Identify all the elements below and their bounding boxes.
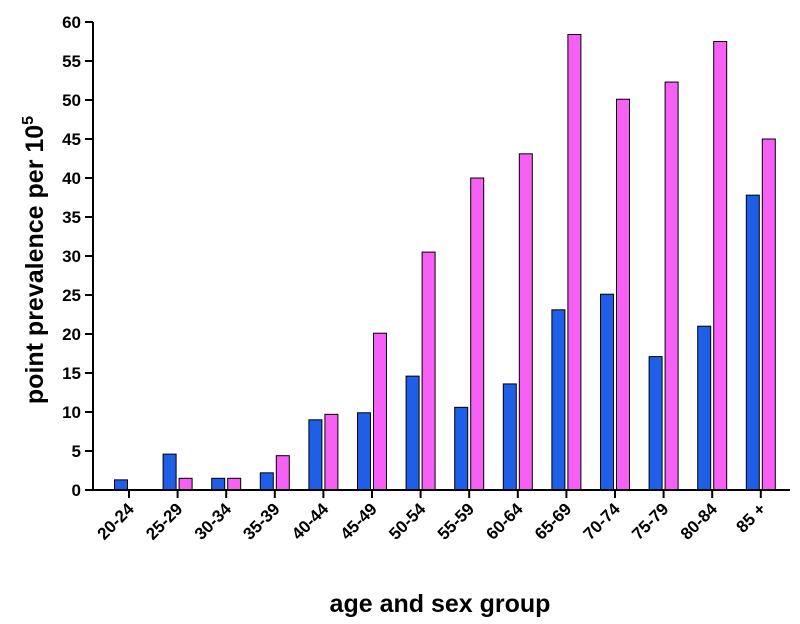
- y-tick-label: 45: [62, 130, 81, 149]
- y-tick-label: 10: [62, 403, 81, 422]
- x-axis-title: age and sex group: [330, 590, 551, 618]
- x-tick-label: 80-84: [677, 499, 722, 544]
- bar-40-44-series-2: [324, 413, 339, 491]
- bar-45-49-series-1: [357, 412, 371, 491]
- y-tick-label: 50: [62, 91, 81, 110]
- x-tick-label: 20-24: [94, 499, 139, 544]
- bar-55-59-series-1: [454, 406, 469, 491]
- bar-85+-series-1: [745, 194, 760, 491]
- y-tick-label: 30: [62, 247, 81, 266]
- bar-70-74-series-1: [600, 293, 614, 491]
- bar-25-29-series-2: [178, 477, 193, 491]
- bar-80-84-series-2: [713, 41, 728, 491]
- x-tick-label: 85 +: [732, 499, 769, 536]
- bar-75-79-series-1: [648, 356, 663, 491]
- svg-text:point prevalence per 105: point prevalence per 105: [20, 116, 49, 404]
- x-tick-label: 25-29: [142, 499, 186, 543]
- bar-80-84-series-1: [697, 325, 712, 491]
- bar-40-44-series-1: [308, 419, 323, 491]
- bar-75-79-series-2: [664, 81, 679, 491]
- bars-layer: [114, 33, 776, 491]
- bar-70-74-series-2: [616, 98, 630, 491]
- bar-85+-series-2: [761, 138, 776, 491]
- bar-65-69-series-2: [567, 33, 582, 491]
- y-tick-label: 20: [62, 325, 81, 344]
- bar-20-24-series-1: [114, 479, 128, 491]
- bar-35-39-series-2: [275, 455, 290, 491]
- x-tick-label: 65-69: [531, 499, 575, 543]
- y-tick-label: 60: [62, 13, 81, 32]
- bar-25-29-series-1: [162, 453, 177, 491]
- y-tick-label: 25: [62, 286, 81, 305]
- y-axis-title: point prevalence per 105: [20, 116, 49, 404]
- x-tick-label: 40-44: [288, 499, 333, 544]
- y-tick-label: 15: [62, 364, 81, 383]
- x-tick-label: 60-64: [482, 499, 527, 544]
- y-axis: 0 5 10 15 20 25 30 35 40 45 50 55 60: [62, 13, 94, 500]
- x-tick-label: 70-74: [580, 499, 625, 544]
- y-tick-label: 0: [72, 481, 81, 500]
- y-tick-label: 40: [62, 169, 81, 188]
- bar-50-54-series-1: [405, 375, 420, 491]
- bar-45-49-series-2: [373, 332, 387, 491]
- x-tick-label: 75-79: [628, 499, 672, 543]
- y-axis-title-text: point prevalence per 10: [21, 125, 49, 404]
- y-tick-label: 35: [62, 208, 81, 227]
- bar-65-69-series-1: [551, 309, 566, 491]
- bar-55-59-series-2: [470, 177, 485, 491]
- x-tick-label: 45-49: [337, 499, 381, 543]
- bar-35-39-series-1: [259, 472, 274, 491]
- bar-60-64-series-1: [502, 383, 517, 491]
- x-axis: 20-24 25-29 30-34 35-39 40-44 45-49 50-54 55-59…: [93, 489, 790, 544]
- y-axis-title-superscript: 5: [20, 116, 37, 125]
- bar-30-34-series-1: [211, 477, 226, 491]
- x-tick-label: 30-34: [191, 499, 236, 544]
- bar-50-54-series-2: [421, 251, 436, 491]
- y-tick-label: 55: [62, 52, 81, 71]
- x-tick-label: 35-39: [239, 499, 283, 543]
- x-tick-label: 55-59: [434, 499, 478, 543]
- x-tick-label: 50-54: [385, 499, 430, 544]
- y-tick-label: 5: [72, 442, 81, 461]
- bar-30-34-series-2: [227, 477, 242, 491]
- bar-60-64-series-2: [518, 153, 533, 491]
